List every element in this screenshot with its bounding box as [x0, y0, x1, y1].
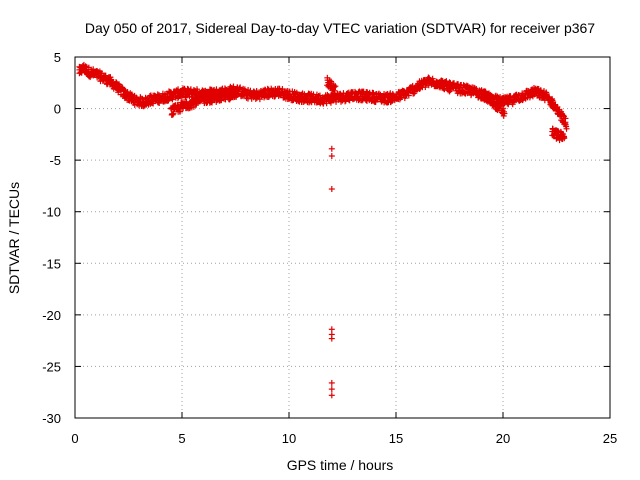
data-point-1553	[233, 93, 240, 100]
data-point-1550	[232, 86, 239, 93]
chart-title: Day 050 of 2017, Sidereal Day-to-day VTE…	[85, 20, 595, 36]
data-point-1511	[218, 97, 225, 104]
data-point-20	[82, 63, 89, 70]
y-tick-label-1: 0	[54, 102, 61, 117]
data-point-833	[372, 98, 379, 105]
data-point-1616	[500, 105, 507, 112]
grid-lines	[75, 57, 610, 418]
data-point-1040	[446, 88, 453, 95]
data-point-177	[139, 95, 146, 102]
data-point-827	[370, 89, 377, 96]
data-point-208	[150, 100, 157, 107]
data-point-509	[256, 96, 263, 103]
data-point-1679	[332, 83, 339, 90]
data-point-1688	[328, 392, 335, 399]
x-tick-label-0: 0	[71, 431, 78, 446]
data-point-77	[102, 72, 109, 79]
data-point-761	[346, 97, 353, 104]
y-axis-label: SDTVAR / TECUs	[6, 182, 22, 294]
x-tick-label-3: 15	[389, 431, 403, 446]
data-point-482	[247, 87, 254, 94]
data-point-1685	[328, 335, 335, 342]
y-tick-label-6: -25	[42, 359, 61, 374]
data-point-1655	[561, 134, 568, 141]
y-tick-label-3: -10	[42, 205, 61, 220]
axis-ticks: 0 5 10 15 20 25 5 0 -5 -10 -15 -20 -25 -30	[42, 50, 617, 446]
data-point-65	[98, 70, 105, 77]
data-point-1394	[176, 108, 183, 115]
data-point-1682	[328, 186, 335, 193]
x-tick-label-5: 25	[603, 431, 617, 446]
data-point-1039	[446, 79, 453, 86]
data-point-332	[194, 86, 201, 93]
data-point-1024	[441, 86, 448, 93]
y-tick-label-5: -20	[42, 308, 61, 323]
y-tick-label-2: -5	[49, 153, 61, 168]
data-point-1374	[170, 110, 177, 117]
y-tick-label-4: -15	[42, 256, 61, 271]
data-point-1367	[563, 125, 570, 132]
x-tick-label-4: 20	[496, 431, 510, 446]
data-point-1366	[562, 121, 569, 128]
x-tick-label-1: 5	[178, 431, 185, 446]
x-tick-label-2: 10	[282, 431, 296, 446]
data-points	[76, 61, 570, 399]
x-axis-label: GPS time / hours	[287, 457, 394, 473]
data-point-1328	[549, 95, 556, 102]
data-point-1678	[331, 87, 338, 94]
data-point-1681	[328, 153, 335, 160]
data-point-1680	[328, 145, 335, 152]
data-point-1683	[328, 326, 335, 333]
y-tick-label-7: -30	[42, 411, 61, 426]
data-point-1619	[500, 108, 507, 115]
data-point-1687	[328, 386, 335, 393]
y-tick-label-0: 5	[54, 50, 61, 65]
data-point-1686	[328, 379, 335, 386]
data-point-277	[175, 86, 182, 93]
plot-frame	[74, 56, 611, 419]
